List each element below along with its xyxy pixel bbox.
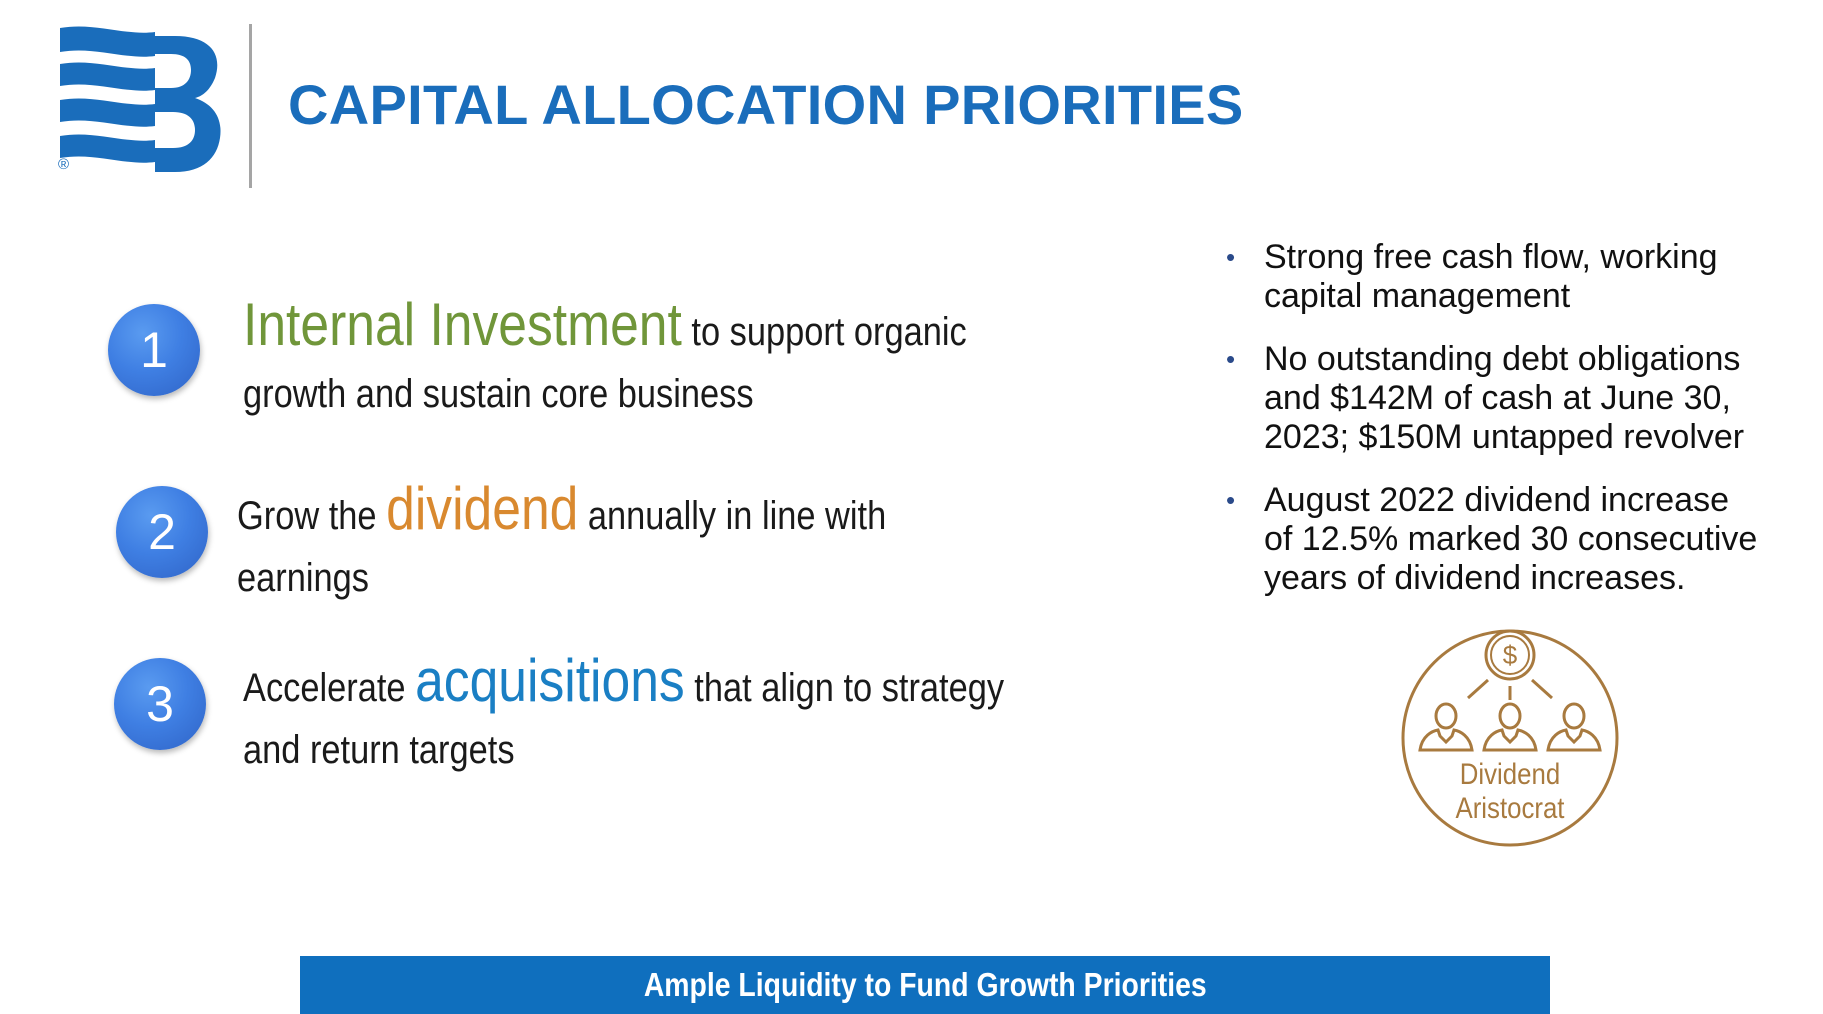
priority-1-line1-rest: to support organic bbox=[681, 310, 967, 354]
priority-item-2: 2 Grow the dividend annually in line wit… bbox=[0, 478, 1150, 622]
keyword-internal-investment: Internal Investment bbox=[243, 291, 682, 358]
bullet-1-line1: Strong free cash flow, working bbox=[1264, 238, 1718, 276]
bullet-item: • No outstanding debt obligations and $1… bbox=[1226, 340, 1816, 457]
bullet-2-line3: 2023; $150M untapped revolver bbox=[1264, 418, 1745, 456]
priority-text-1: Internal Investment to support organic g… bbox=[243, 294, 967, 425]
priority-2-line1-rest: annually in line with bbox=[578, 494, 887, 538]
header-divider bbox=[249, 24, 252, 188]
priority-3-line2: and return targets bbox=[243, 728, 515, 772]
priority-line-2: Grow the dividend annually in line with bbox=[237, 478, 886, 547]
priority-item-3: 3 Accelerate acquisitions that align to … bbox=[0, 650, 1150, 794]
priority-3-before: Accelerate bbox=[243, 666, 416, 710]
priority-2-before: Grow the bbox=[237, 494, 387, 538]
registered-mark: ® bbox=[58, 156, 70, 173]
svg-text:$: $ bbox=[1503, 640, 1518, 670]
badge-line1: Dividend bbox=[1459, 758, 1561, 791]
bullet-3-line2: of 12.5% marked 30 consecutive bbox=[1264, 520, 1758, 558]
number-badge-2: 2 bbox=[116, 486, 208, 578]
bullet-dot-icon: • bbox=[1226, 242, 1236, 272]
priority-3-line1-rest: that align to strategy bbox=[684, 666, 1005, 710]
number-badge-1: 1 bbox=[108, 304, 200, 396]
highlights-list: • Strong free cash flow, working capital… bbox=[1226, 238, 1816, 622]
priority-text-2: Grow the dividend annually in line with … bbox=[237, 478, 886, 609]
keyword-dividend: dividend bbox=[386, 475, 579, 542]
bullet-2-line1: No outstanding debt obligations bbox=[1264, 340, 1741, 378]
bullet-dot-icon: • bbox=[1226, 485, 1236, 515]
dividend-aristocrat-icon: $ bbox=[1401, 629, 1619, 847]
priority-item-1: 1 Internal Investment to support organic… bbox=[0, 294, 1150, 438]
bullet-item: • Strong free cash flow, working capital… bbox=[1226, 238, 1816, 316]
page-title: CAPITAL ALLOCATION PRIORITIES bbox=[288, 73, 1244, 136]
priority-2-line2: earnings bbox=[237, 556, 369, 600]
priority-text-3: Accelerate acquisitions that align to st… bbox=[243, 650, 1004, 781]
number-badge-3: 3 bbox=[114, 658, 206, 750]
bullet-1-line2: capital management bbox=[1264, 277, 1571, 315]
bullet-item: • August 2022 dividend increase of 12.5%… bbox=[1226, 481, 1816, 598]
priority-line-3: Accelerate acquisitions that align to st… bbox=[243, 650, 1004, 719]
priority-1-line2: growth and sustain core business bbox=[243, 372, 754, 416]
priority-line-1: Internal Investment to support organic bbox=[243, 294, 967, 363]
bullet-2-line2: and $142M of cash at June 30, bbox=[1264, 379, 1731, 417]
bullet-dot-icon: • bbox=[1226, 344, 1236, 374]
bullet-3-line3: years of dividend increases. bbox=[1264, 559, 1686, 597]
footer-text: Ample Liquidity to Fund Growth Prioritie… bbox=[643, 966, 1207, 1003]
footer-banner: Ample Liquidity to Fund Growth Prioritie… bbox=[300, 956, 1550, 1014]
bullet-3-line1: August 2022 dividend increase bbox=[1264, 481, 1729, 519]
keyword-acquisitions: acquisitions bbox=[415, 647, 685, 714]
company-logo-icon bbox=[60, 26, 221, 172]
badge-line2: Aristocrat bbox=[1455, 792, 1565, 825]
badge-label: Dividend Aristocrat bbox=[1415, 758, 1604, 826]
